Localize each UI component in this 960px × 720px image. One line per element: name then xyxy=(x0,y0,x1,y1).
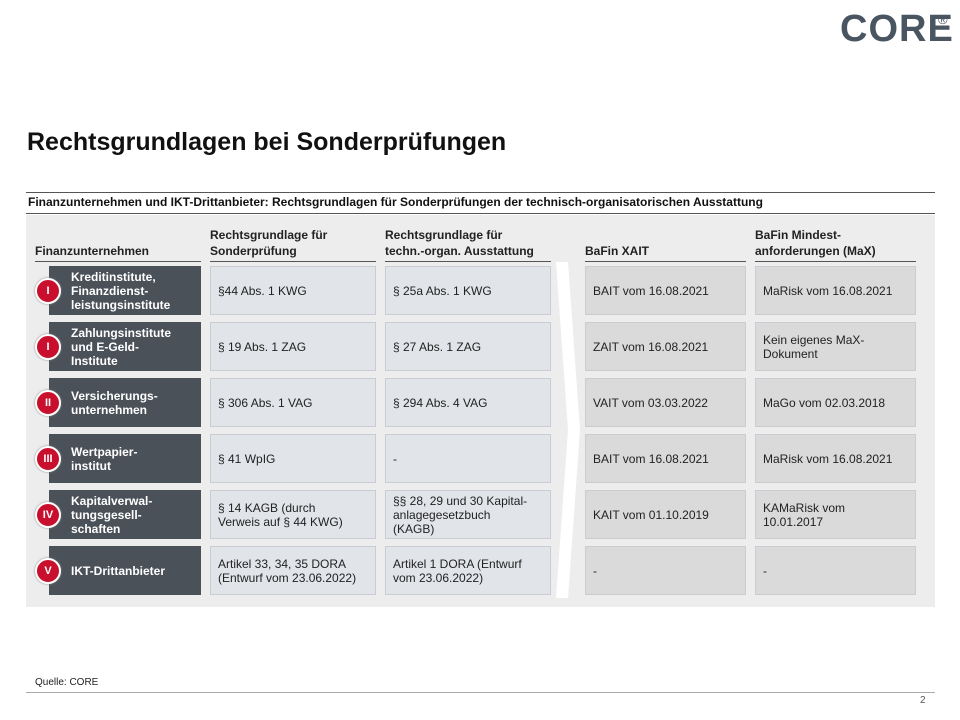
table-cell: Artikel 1 DORA (Entwurf vom 23.06.2022) xyxy=(385,546,551,595)
caption-bar xyxy=(26,192,935,214)
table-cell: MaRisk vom 16.08.2021 xyxy=(755,434,916,483)
table-cell: § 19 Abs. 1 ZAG xyxy=(210,322,376,371)
row-label: Kapitalverwal- tungsgesell- schaften xyxy=(49,490,201,539)
table-cell: Artikel 33, 34, 35 DORA (Entwurf vom 23.… xyxy=(210,546,376,595)
row-badge: IV xyxy=(35,502,61,528)
chevron xyxy=(556,262,580,598)
table-cell: §44 Abs. 1 KWG xyxy=(210,266,376,315)
row-label: IKT-Drittanbieter xyxy=(49,546,201,595)
logo-mark: ® xyxy=(938,12,948,27)
table-cell: - xyxy=(585,546,746,595)
table-cell: § 306 Abs. 1 VAG xyxy=(210,378,376,427)
table-cell: BAIT vom 16.08.2021 xyxy=(585,434,746,483)
row-label: Kreditinstitute, Finanzdienst- leistungs… xyxy=(49,266,201,315)
row-badge: V xyxy=(35,558,61,584)
table-cell: Kein eigenes MaX- Dokument xyxy=(755,322,916,371)
table-cell: VAIT vom 03.03.2022 xyxy=(585,378,746,427)
column-header: BaFin Mindest- anforderungen (MaX) xyxy=(755,222,916,262)
table-cell: § 27 Abs. 1 ZAG xyxy=(385,322,551,371)
page-number: 2 xyxy=(920,695,926,706)
table-cell: § 294 Abs. 4 VAG xyxy=(385,378,551,427)
table-cell: MaRisk vom 16.08.2021 xyxy=(755,266,916,315)
table-cell: - xyxy=(755,546,916,595)
table-cell: § 14 KAGB (durch Verweis auf § 44 KWG) xyxy=(210,490,376,539)
row-badge: I xyxy=(35,334,61,360)
table-cell: BAIT vom 16.08.2021 xyxy=(585,266,746,315)
table-cell: - xyxy=(385,434,551,483)
footer-line xyxy=(26,692,935,693)
column-header: Finanzunternehmen xyxy=(35,222,201,262)
table-cell: MaGo vom 02.03.2018 xyxy=(755,378,916,427)
table-cell: ZAIT vom 16.08.2021 xyxy=(585,322,746,371)
row-badge: I xyxy=(35,278,61,304)
row-label: Versicherungs- unternehmen xyxy=(49,378,201,427)
row-badge: II xyxy=(35,390,61,416)
column-header: Rechtsgrundlage für Sonderprüfung xyxy=(210,222,376,262)
source: Quelle: CORE xyxy=(35,677,99,688)
table-cell: § 25a Abs. 1 KWG xyxy=(385,266,551,315)
title: Rechtsgrundlagen bei Sonderprüfungen xyxy=(27,128,507,156)
logo: CORE xyxy=(840,8,954,50)
row-label: Wertpapier- institut xyxy=(49,434,201,483)
row-label: Zahlungsinstitute und E-Geld- Institute xyxy=(49,322,201,371)
table-cell: § 41 WpIG xyxy=(210,434,376,483)
table-cell: KAIT vom 01.10.2019 xyxy=(585,490,746,539)
table-caption: Finanzunternehmen und IKT-Drittanbieter:… xyxy=(28,195,763,209)
table-cell: §§ 28, 29 und 30 Kapital- anlagegesetzbu… xyxy=(385,490,551,539)
column-header: Rechtsgrundlage für techn.-organ. Aussta… xyxy=(385,222,551,262)
column-header: BaFin XAIT xyxy=(585,222,746,262)
table-cell: KAMaRisk vom 10.01.2017 xyxy=(755,490,916,539)
row-badge: III xyxy=(35,446,61,472)
chevron-shape xyxy=(556,262,580,598)
